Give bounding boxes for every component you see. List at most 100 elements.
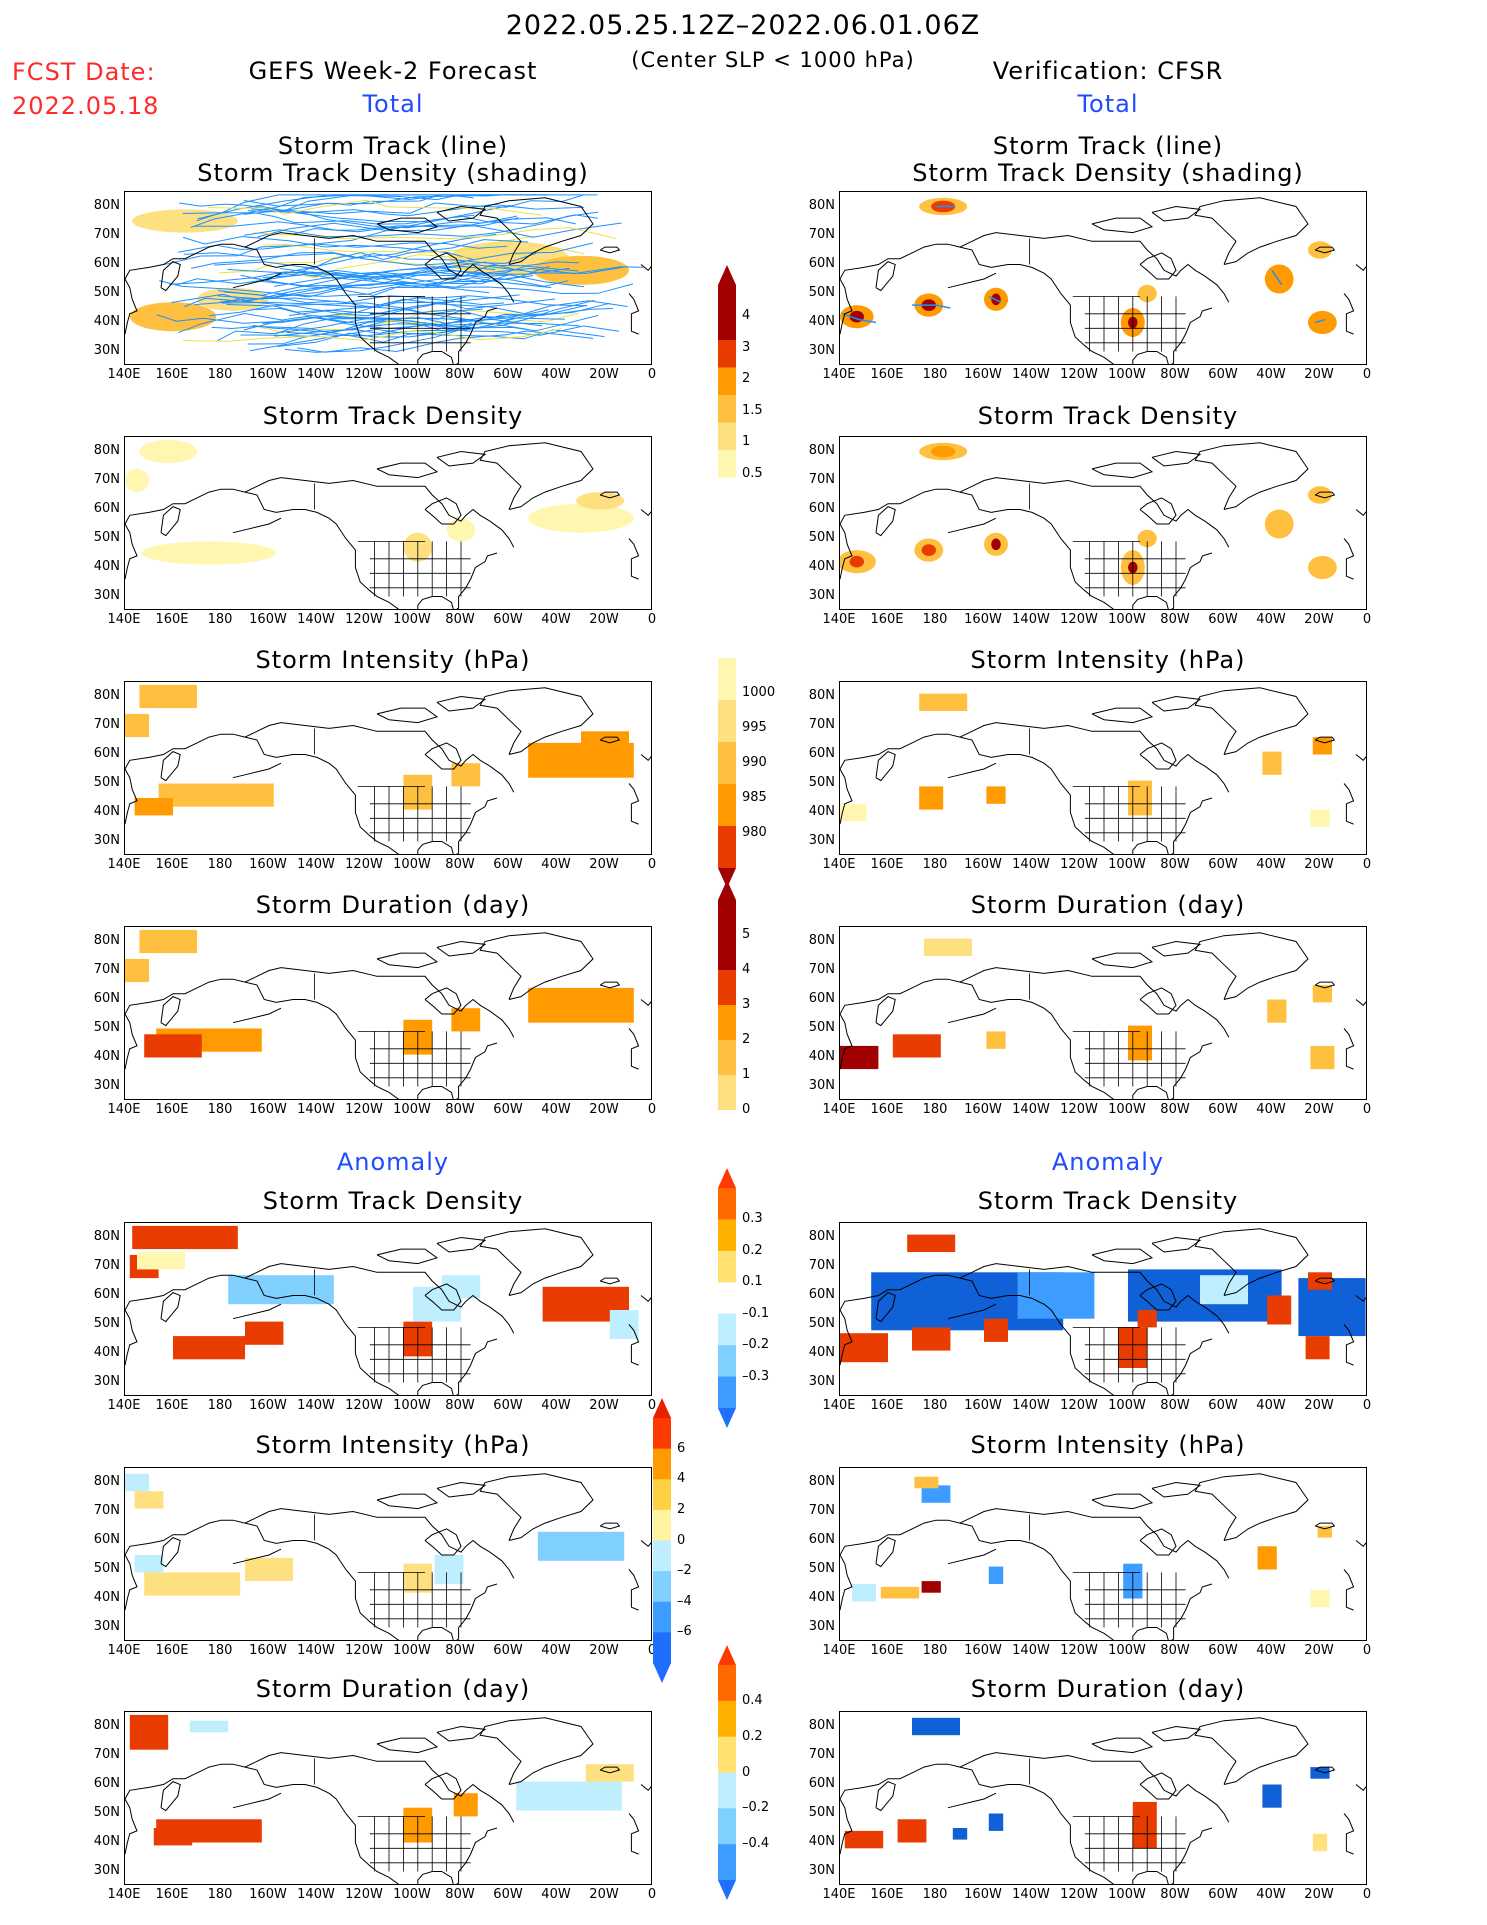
lat-tick-label: 30N	[808, 587, 835, 603]
colorbar-swatch	[653, 1448, 671, 1480]
storm-track-line	[163, 215, 518, 266]
lon-tick-label: 20W	[589, 1643, 619, 1658]
coastline	[1151, 1725, 1202, 1742]
lon-tick-label: 140E	[107, 1102, 141, 1117]
lat-tick-label: 60N	[808, 255, 835, 271]
colorbar-arrow-top	[653, 1398, 671, 1418]
lon-tick-label: 40W	[541, 1887, 571, 1902]
shading-cell	[139, 929, 197, 954]
storm-track-line	[183, 233, 497, 259]
lon-tick-label: 0	[647, 1887, 657, 1902]
shading-cell	[134, 1555, 164, 1573]
storm-track-line	[249, 328, 605, 352]
lon-tick-label: 120W	[1060, 612, 1098, 627]
coastline	[1091, 1737, 1154, 1754]
shading-cell	[907, 1234, 956, 1252]
coastline	[436, 695, 487, 712]
lon-tick-label: 40W	[541, 1102, 571, 1117]
panel-title-intensity-anom-left: Storm Intensity (hPa)	[255, 1431, 531, 1459]
storm-track-line	[252, 319, 482, 333]
lat-tick-label: 40N	[808, 1589, 835, 1605]
lon-tick-label: 60W	[493, 1887, 523, 1902]
coastline	[232, 1007, 282, 1024]
map-panel	[124, 1222, 652, 1396]
coastline	[599, 736, 621, 744]
storm-track-line	[211, 322, 472, 343]
coastline	[479, 197, 594, 265]
coastline	[1355, 509, 1366, 516]
shading-cell	[134, 798, 173, 816]
shading-cell	[1312, 1833, 1328, 1852]
political-boundaries	[314, 728, 471, 842]
coastline	[1171, 797, 1213, 854]
lon-tick-label: 140E	[822, 1887, 856, 1902]
coastline	[1194, 442, 1309, 510]
lon-tick-label: 160E	[870, 1643, 904, 1658]
colorbar-label: 0	[677, 1532, 686, 1548]
coastline	[628, 538, 640, 580]
lat-tick-label: 80N	[808, 1717, 835, 1733]
shading-cell	[453, 1793, 478, 1817]
lon-tick-label: 120W	[345, 1398, 383, 1413]
colorbar-swatch	[718, 1844, 736, 1881]
lon-tick-label: 180	[922, 1398, 948, 1413]
colorbar-swatch	[718, 1282, 736, 1315]
coastline	[417, 1627, 454, 1640]
colorbar-swatch	[718, 970, 736, 1006]
coastline	[125, 1519, 246, 1611]
coastline	[959, 491, 1115, 609]
lon-tick-label: 40W	[1256, 857, 1286, 872]
coastline	[417, 1871, 454, 1884]
coastline	[436, 940, 487, 957]
panel-title-duration-anom-left: Storm Duration (day)	[255, 1675, 531, 1703]
coastline	[1314, 1277, 1336, 1285]
storm-track-line	[178, 296, 467, 334]
coastline	[244, 1766, 400, 1884]
coastline	[424, 252, 462, 280]
lat-tick-label: 30N	[93, 1862, 120, 1878]
coastline	[1151, 450, 1202, 467]
storm-track-line	[208, 199, 542, 216]
political-boundaries	[1029, 1269, 1186, 1383]
storm-track-line	[291, 222, 622, 238]
lon-tick-label: 140W	[297, 857, 335, 872]
coastline	[1314, 981, 1336, 989]
total-label-left: Total	[362, 90, 424, 118]
lon-tick-label: 80W	[445, 1102, 475, 1117]
lon-tick-label: 160W	[249, 612, 287, 627]
colorbar-swatch	[718, 1376, 736, 1409]
lat-tick-label: 60N	[93, 255, 120, 271]
lat-tick-label: 50N	[93, 774, 120, 790]
coastline	[436, 205, 487, 222]
lat-tick-label: 60N	[808, 745, 835, 761]
lat-tick-label: 80N	[93, 442, 120, 458]
map-panel	[839, 436, 1367, 610]
coastline	[417, 1382, 454, 1395]
panel-title-density-left: Storm Track Density	[262, 402, 524, 430]
coastline	[1355, 1784, 1366, 1791]
lon-tick-label: 20W	[589, 1398, 619, 1413]
lon-tick-label: 140E	[107, 612, 141, 627]
coastline	[875, 1292, 896, 1323]
anomaly-label-right: Anomaly	[1051, 1148, 1165, 1176]
lat-tick-label: 40N	[93, 1344, 120, 1360]
lon-tick-label: 20W	[1304, 1887, 1334, 1902]
shading-cell	[952, 1828, 968, 1840]
shading-cell	[912, 1717, 960, 1736]
shading-cell	[132, 1225, 238, 1250]
shading-cell	[129, 302, 217, 332]
panel-title-intensity-left: Storm Intensity (hPa)	[255, 646, 531, 674]
coastline	[875, 996, 896, 1027]
lon-tick-label: 100W	[1108, 367, 1146, 382]
lon-tick-label: 80W	[445, 857, 475, 872]
coastline	[959, 981, 1115, 1099]
colorbar-label: 2	[742, 1032, 751, 1047]
lon-tick-label: 20W	[1304, 857, 1334, 872]
storm-track-line	[221, 298, 556, 310]
colorbar-swatch	[653, 1509, 671, 1541]
shading-cell	[1308, 555, 1337, 580]
coastline	[424, 1283, 462, 1311]
shading-cell	[852, 1584, 876, 1602]
lon-tick-label: 140E	[822, 857, 856, 872]
storm-track-line	[249, 277, 552, 296]
